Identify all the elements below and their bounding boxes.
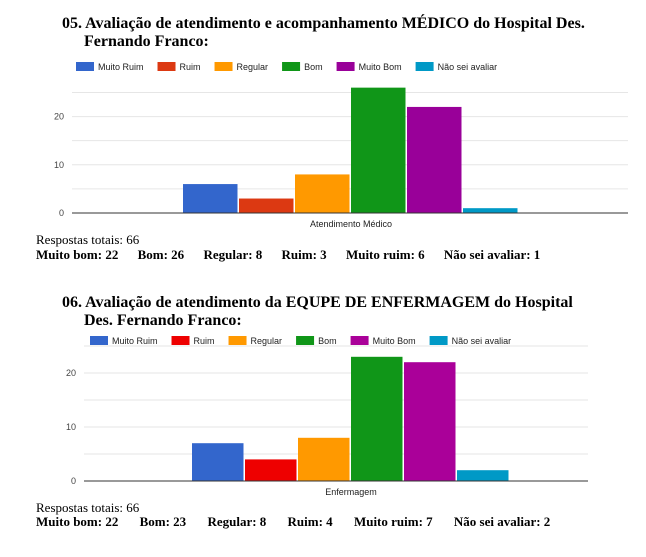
legend-label: Regular xyxy=(251,336,283,346)
summary-nao-sei: Não sei avaliar: 2 xyxy=(453,514,551,529)
question-05-title: 05. Avaliação de atendimento e acompanha… xyxy=(62,15,585,51)
summary-bom: Bom: 26 xyxy=(137,247,185,262)
question-06-summary: Muito bom: 22 Bom: 23 Regular: 8 Ruim: 4… xyxy=(36,515,566,529)
legend-swatch xyxy=(90,336,108,345)
bar-ruim xyxy=(245,459,297,481)
bar-ruim xyxy=(239,198,294,213)
question-05-title-line2: Fernando Franco: xyxy=(84,33,209,50)
bar-n-o-sei-avaliar xyxy=(457,470,509,481)
chart-svg: 0 10 20 Enfermagem Muito Ruim Ruim Regular Bom M… xyxy=(66,336,588,497)
chart-svg: 0 10 20 Atendimento Médico Muito Ruim Ruim Reg… xyxy=(54,62,628,229)
question-05-totals: Respostas totais: 66 xyxy=(36,232,140,247)
summary-regular: Regular: 8 xyxy=(203,247,263,262)
summary-muito-ruim: Muito ruim: 6 xyxy=(345,247,425,262)
summary-muito-ruim: Muito ruim: 7 xyxy=(353,514,433,529)
legend-swatch xyxy=(282,62,301,71)
y-tick-label: 20 xyxy=(66,368,76,378)
legend-label: Ruim xyxy=(194,336,215,346)
legend-swatch xyxy=(171,336,190,345)
legend-label: Não sei avaliar xyxy=(438,62,498,72)
legend-swatch xyxy=(336,62,355,71)
y-tick-label: 10 xyxy=(66,422,76,432)
legend-label: Muito Ruim xyxy=(98,62,144,72)
legend-swatch xyxy=(350,336,369,345)
legend-label: Ruim xyxy=(180,62,201,72)
summary-muito-bom: Muito bom: 22 xyxy=(36,247,119,262)
legend-swatch xyxy=(157,62,176,71)
summary-regular: Regular: 8 xyxy=(207,514,267,529)
legend-swatch xyxy=(296,336,315,345)
legend-label: Muito Ruim xyxy=(112,336,158,346)
question-06-title-line2: Des. Fernando Franco: xyxy=(84,312,242,329)
question-06-totals: Respostas totais: 66 xyxy=(36,500,140,515)
legend-label: Muito Bom xyxy=(359,62,402,72)
summary-ruim: Ruim: 4 xyxy=(287,514,333,529)
legend-swatch xyxy=(415,62,434,71)
summary-ruim: Ruim: 3 xyxy=(281,247,327,262)
legend-swatch xyxy=(76,62,94,71)
question-05-title-line1: 05. Avaliação de atendimento e acompanha… xyxy=(62,15,585,32)
bar-muito-bom xyxy=(407,106,462,213)
bar-muito-ruim xyxy=(192,443,244,481)
summary-muito-bom: Muito bom: 22 xyxy=(36,514,119,529)
bar-regular xyxy=(298,437,350,481)
legend-label: Bom xyxy=(318,336,337,346)
legend-label: Não sei avaliar xyxy=(452,336,512,346)
question-05-summary: Muito bom: 22 Bom: 26 Regular: 8 Ruim: 3… xyxy=(36,248,556,262)
y-tick-label: 20 xyxy=(54,112,64,122)
question-06-title-line1: 06. Avaliação de atendimento da EQUPE DE… xyxy=(62,294,573,311)
bar-n-o-sei-avaliar xyxy=(463,208,518,213)
legend-label: Regular xyxy=(237,62,269,72)
y-tick-label: 10 xyxy=(54,160,64,170)
chart-enfermagem: 0 10 20 Enfermagem Muito Ruim Ruim Regular Bom M… xyxy=(40,332,630,497)
bar-bom xyxy=(351,87,406,213)
y-tick-label: 0 xyxy=(71,476,76,486)
x-category-label: Atendimento Médico xyxy=(310,219,392,229)
bar-regular xyxy=(295,174,350,213)
legend-swatch xyxy=(228,336,247,345)
legend-label: Bom xyxy=(304,62,323,72)
legend-label: Muito Bom xyxy=(373,336,416,346)
x-category-label: Enfermagem xyxy=(325,487,377,497)
question-06-title: 06. Avaliação de atendimento da EQUPE DE… xyxy=(62,294,573,330)
y-tick-label: 0 xyxy=(59,208,64,218)
bar-bom xyxy=(351,356,403,481)
summary-nao-sei: Não sei avaliar: 1 xyxy=(443,247,541,262)
bar-muito-ruim xyxy=(183,184,238,213)
summary-bom: Bom: 23 xyxy=(139,514,187,529)
legend-swatch xyxy=(214,62,233,71)
bar-muito-bom xyxy=(404,362,456,481)
legend-swatch xyxy=(429,336,448,345)
chart-atendimento-medico: 0 10 20 Atendimento Médico Muito Ruim Ruim Reg… xyxy=(40,56,630,231)
